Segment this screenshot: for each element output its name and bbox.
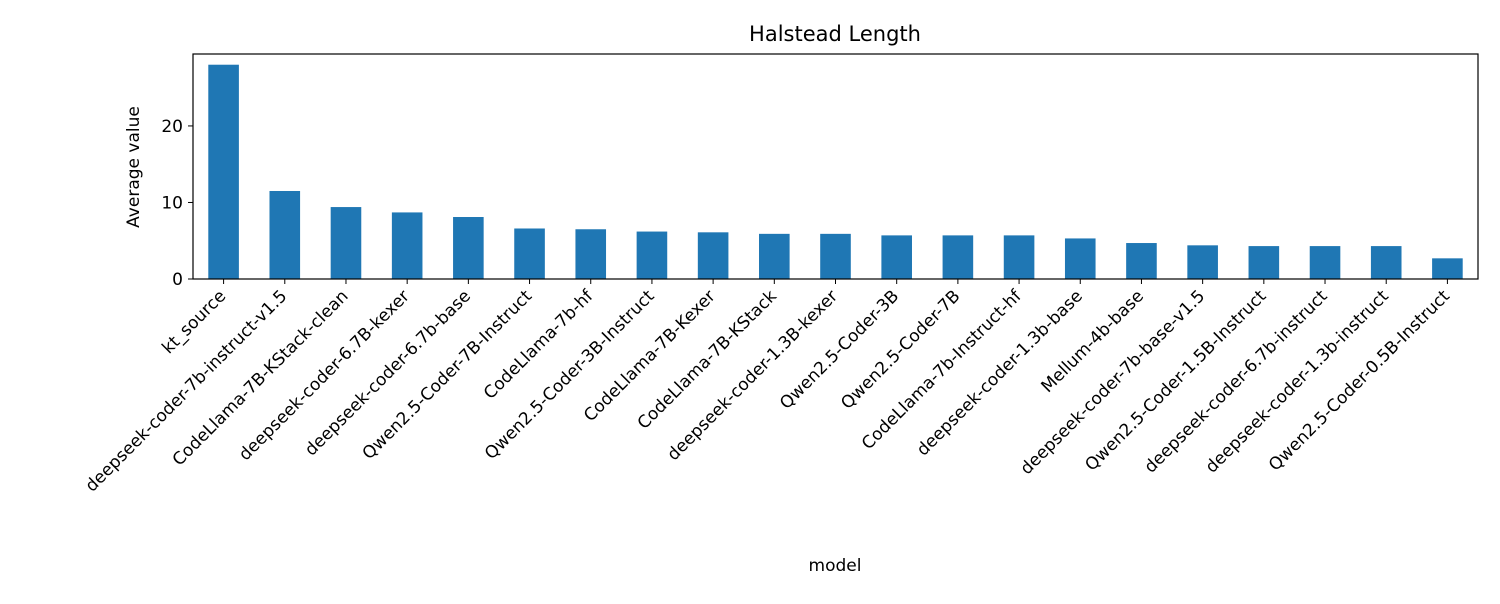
bar [269,190,301,279]
bars-layer [208,64,1463,279]
x-tick-label: Mellum-4b-base [1037,286,1148,397]
y-axis-label: Average value [124,106,144,228]
bar [820,233,851,279]
bar [453,217,484,279]
x-tick-label: Qwen2.5-Coder-7B [837,286,964,413]
bar [1187,245,1218,279]
y-tick-label: 20 [161,117,183,137]
bar [1126,243,1157,279]
bar [1370,246,1402,279]
bar [881,235,912,279]
x-tick-label: CodeLlama-7b-hf [480,286,598,404]
chart-title: Halstead Length [749,22,921,46]
bar [514,228,545,279]
bar [330,207,362,279]
bar [575,229,607,279]
bar [697,232,729,279]
bar [636,231,668,279]
x-axis-label: model [809,556,862,576]
bar [391,212,423,279]
bar [1248,246,1280,279]
y-tick-label: 0 [172,270,183,290]
x-tick-label: Qwen2.5-Coder-3B [776,286,903,413]
bar [1003,235,1035,279]
y-tick-label: 10 [161,193,183,213]
x-ticks: kt_sourcedeepseek-coder-7b-instruct-v1.5… [82,279,1454,496]
bar [942,235,974,279]
bar [208,64,239,279]
bar [759,233,790,279]
bar [1432,258,1463,279]
plot-frame [192,53,1479,280]
bar [1309,246,1341,279]
bar [1064,238,1096,279]
y-ticks: 0 10 20 [161,117,193,290]
